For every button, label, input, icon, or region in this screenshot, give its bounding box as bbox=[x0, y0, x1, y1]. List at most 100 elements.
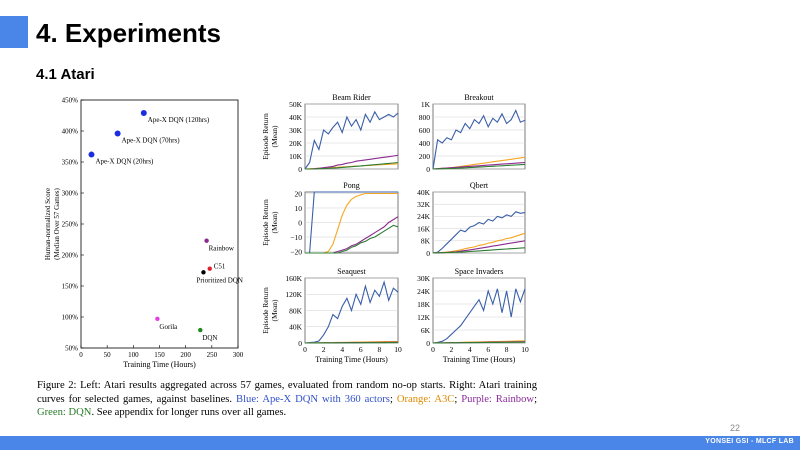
scatter-label-rainbow: Rainbow bbox=[209, 245, 235, 253]
y-axis-title-beam-rider: Episode Return bbox=[261, 113, 270, 160]
panel-title-space-invaders: Space Invaders bbox=[455, 267, 504, 276]
x-tick-label-seaquest: 10 bbox=[394, 345, 402, 354]
y-tick-label: 150% bbox=[62, 283, 79, 291]
series-pong-a3c bbox=[305, 192, 398, 254]
series-space-invaders-ape-x-dqn bbox=[432, 288, 526, 344]
x-tick-label-space-invaders: 0 bbox=[431, 345, 435, 354]
series-beam-rider-dqn bbox=[305, 161, 399, 170]
x-axis-title: Training Time (Hours) bbox=[123, 360, 196, 369]
y-tick-label-pong: 20 bbox=[295, 189, 303, 198]
y-tick-label-space-invaders: 24K bbox=[417, 287, 431, 296]
scatter-point-ape-x-dqn-70hrs bbox=[114, 130, 121, 137]
series-pong-dqn bbox=[305, 224, 399, 254]
series-breakout-rainbow bbox=[432, 161, 526, 170]
scatter-label-ape-x-dqn-70hrs: Ape-X DQN (70hrs) bbox=[122, 136, 181, 144]
scatter-label-dqn: DQN bbox=[202, 334, 217, 342]
y-tick-label: 50% bbox=[65, 345, 78, 353]
series-qbert-ape-x-dqn bbox=[432, 211, 526, 254]
panel-title-pong: Pong bbox=[343, 181, 359, 190]
figure-2: 50% 100% 150% 200% 250% 300% 350% 400% 450% 0 50 10… bbox=[44, 93, 529, 369]
y-tick-label-pong: 10 bbox=[295, 204, 303, 213]
figure-caption: Figure 2: Left: Atari results aggregated… bbox=[37, 379, 537, 420]
caption-green: Green: DQN bbox=[37, 407, 92, 418]
x-tick-label-seaquest: 6 bbox=[359, 345, 363, 354]
scatter-label-gorila: Gorila bbox=[159, 323, 178, 331]
caption-suffix: . See appendix for longer runs over all … bbox=[91, 407, 287, 418]
x-tick-label: 250 bbox=[207, 351, 218, 359]
section-subtitle: 4.1 Atari bbox=[36, 66, 95, 83]
y-tick-label-breakout: 400 bbox=[419, 139, 431, 148]
y-tick-label-beam-rider: 40K bbox=[289, 113, 303, 122]
caption-blue: Blue: Ape-X DQN with 360 actors bbox=[236, 393, 390, 405]
y-axis-title-pong: (Mean) bbox=[270, 211, 279, 234]
caption-purple: Purple: Rainbow bbox=[461, 393, 535, 405]
y-tick-label-qbert: 24K bbox=[417, 212, 431, 221]
y-tick-label: 350% bbox=[62, 159, 79, 167]
caption-sep-1: ; bbox=[389, 393, 397, 405]
scatter-point-ape-x-dqn-20hrs bbox=[88, 151, 95, 158]
y-tick-label-pong: −10 bbox=[290, 233, 302, 242]
panel-title-seaquest: Seaquest bbox=[337, 267, 366, 276]
slide-title: 4. Experiments bbox=[36, 18, 221, 48]
y-tick-label-breakout: 600 bbox=[419, 126, 431, 135]
series-breakout-dqn bbox=[432, 163, 526, 170]
y-tick-label-qbert: 16K bbox=[417, 224, 431, 233]
series-qbert-dqn bbox=[432, 247, 526, 254]
series-pong-ape-x-dqn bbox=[305, 191, 398, 254]
x-axis-title-space-invaders: Training Time (Hours) bbox=[443, 355, 516, 364]
y-tick-label-qbert: 8K bbox=[421, 237, 431, 246]
y-tick-label-qbert: 32K bbox=[417, 200, 431, 209]
y-tick-label-beam-rider: 20K bbox=[289, 139, 303, 148]
scatter-point-dqn bbox=[198, 327, 203, 333]
y-tick-label-space-invaders: 0 bbox=[426, 339, 430, 348]
scatter-label-ape-x-dqn-120hrs: Ape-X DQN (120hrs) bbox=[148, 116, 210, 124]
series-beam-rider-rainbow bbox=[305, 154, 399, 170]
y-tick-label-beam-rider: 50K bbox=[289, 100, 303, 109]
y-tick-label-seaquest: 120K bbox=[285, 290, 302, 299]
x-tick-label-space-invaders: 8 bbox=[505, 345, 509, 354]
y-tick-label-beam-rider: 10K bbox=[289, 152, 303, 161]
scatter-label-c51: C51 bbox=[214, 263, 226, 271]
x-tick-label-space-invaders: 6 bbox=[486, 345, 490, 354]
x-tick-label: 150 bbox=[154, 351, 165, 359]
y-tick-label-seaquest: 40K bbox=[289, 323, 303, 332]
y-tick-label-beam-rider: 0 bbox=[298, 165, 302, 174]
page-number: 22 bbox=[730, 423, 741, 433]
y-tick-label: 300% bbox=[62, 190, 79, 198]
y-tick-label: 250% bbox=[62, 221, 79, 229]
x-tick-label-seaquest: 0 bbox=[303, 345, 307, 354]
scatter-point-rainbow bbox=[204, 238, 209, 243]
scatter-point-prioritized-dqn bbox=[201, 270, 206, 275]
y-tick-label-space-invaders: 6K bbox=[421, 326, 431, 335]
y-axis-title-beam-rider: (Mean) bbox=[270, 125, 279, 148]
series-space-invaders-dqn bbox=[433, 341, 526, 344]
caption-orange: Orange: A3C bbox=[396, 393, 455, 405]
series-breakout-ape-x-dqn bbox=[432, 109, 526, 170]
x-tick-label: 100 bbox=[128, 351, 139, 359]
y-tick-label-space-invaders: 30K bbox=[417, 274, 431, 283]
caption-sep-2: ; bbox=[454, 393, 462, 405]
title-accent-bar bbox=[0, 16, 28, 48]
x-tick-label-seaquest: 2 bbox=[322, 345, 326, 354]
y-tick-label-seaquest: 160K bbox=[285, 274, 302, 283]
y-tick-label-seaquest: 0 bbox=[298, 339, 302, 348]
y-tick-label: 100% bbox=[62, 314, 79, 322]
y-tick-label-breakout: 0 bbox=[426, 165, 430, 174]
x-tick-label: 300 bbox=[233, 351, 244, 359]
x-tick-label-seaquest: 8 bbox=[378, 345, 382, 354]
y-tick-label-qbert: 0 bbox=[426, 249, 430, 258]
y-tick-label: 400% bbox=[62, 128, 79, 136]
y-tick-label-qbert: 40K bbox=[417, 188, 431, 197]
panel-frame-beam-rider bbox=[304, 103, 399, 170]
x-tick-label-space-invaders: 10 bbox=[521, 345, 529, 354]
x-tick-label-space-invaders: 4 bbox=[468, 345, 472, 354]
x-tick-label: 0 bbox=[79, 351, 83, 359]
scatter-point-c51 bbox=[207, 266, 212, 271]
y-tick-label-space-invaders: 12K bbox=[417, 313, 431, 322]
panel-title-breakout: Breakout bbox=[464, 93, 494, 102]
scatter-point-gorila bbox=[155, 316, 160, 322]
x-tick-label-seaquest: 4 bbox=[340, 345, 344, 354]
x-tick-label: 50 bbox=[104, 351, 112, 359]
y-tick-label-beam-rider: 30K bbox=[289, 126, 303, 135]
panel-frame-space-invaders bbox=[432, 277, 526, 344]
